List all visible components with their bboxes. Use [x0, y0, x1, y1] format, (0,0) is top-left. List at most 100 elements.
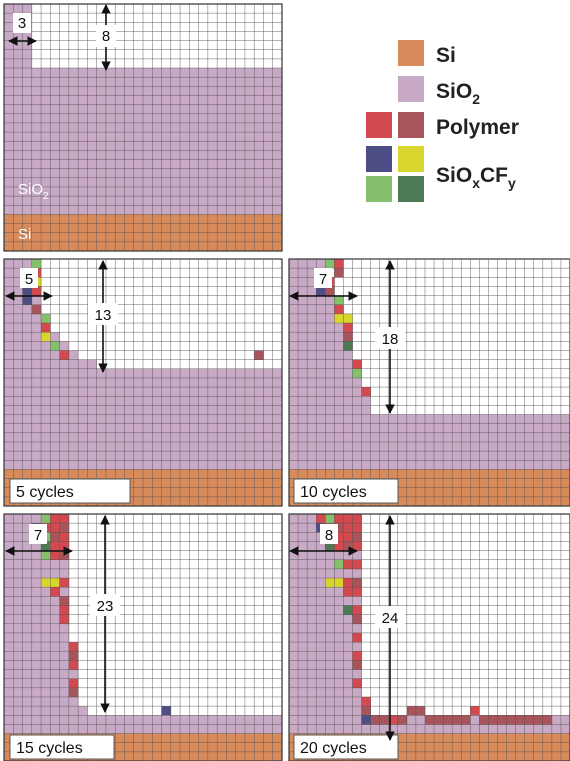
sio2-cell [4, 31, 14, 41]
sio2-cell [31, 122, 42, 133]
si-cell [551, 469, 562, 479]
sio2-cell [41, 460, 51, 470]
sio2-cell [180, 132, 190, 142]
sio2-cell [461, 423, 471, 434]
sio2-cell [133, 168, 144, 179]
sio2-cell [59, 715, 70, 725]
sio2-cell [105, 205, 116, 215]
sio2-cell [13, 706, 23, 716]
sio2-cell [152, 68, 162, 78]
deposit-cell [343, 514, 353, 524]
sio2-cell [4, 559, 14, 570]
sio2-cell [551, 460, 562, 470]
sio2-cell [4, 669, 14, 679]
sio2-cell [235, 168, 246, 179]
deposit-cell [41, 332, 51, 342]
sio2-cell [244, 432, 255, 443]
sio2-cell [124, 122, 135, 133]
sio2-cell [235, 104, 246, 115]
si-cell [272, 214, 283, 224]
sio2-cell [479, 414, 489, 424]
si-cell [397, 733, 408, 744]
sio2-cell [105, 387, 116, 397]
sio2-cell [50, 377, 60, 388]
sio2-cell [31, 414, 42, 424]
sio2-cell [207, 396, 218, 406]
si-cell [133, 496, 144, 507]
sio2-cell [13, 95, 23, 105]
sio2-cell [50, 678, 60, 689]
sio2-cell [226, 432, 236, 443]
sio2-cell [226, 423, 236, 434]
sio2-cell [235, 196, 246, 206]
sio2-cell [379, 423, 390, 434]
sio2-cell [542, 414, 553, 424]
sio2-cell [289, 541, 299, 551]
sio2-cell [298, 451, 308, 461]
si-cell [235, 487, 246, 498]
sio2-cell [244, 205, 255, 215]
sio2-cell [59, 423, 70, 434]
si-cell [515, 469, 525, 479]
sio2-cell [115, 368, 125, 379]
sio2-cell [352, 414, 362, 424]
si-cell [4, 751, 14, 761]
sio2-cell [170, 377, 181, 388]
sio2-cell [334, 432, 344, 443]
sio2-cell [226, 387, 236, 397]
sio2-cell [289, 368, 299, 379]
sio2-cell [105, 186, 116, 197]
sio2-cell [59, 687, 70, 698]
sio2-cell [488, 724, 498, 734]
sio2-cell [124, 77, 135, 87]
sio2-cell [524, 423, 535, 434]
sio2-cell [59, 669, 70, 679]
sio2-cell [272, 205, 283, 215]
sio2-cell [68, 159, 79, 169]
si-cell [68, 214, 79, 224]
sio2-cell [68, 451, 79, 461]
sio2-cell [289, 568, 299, 579]
si-cell [189, 742, 199, 753]
sio2-cell [78, 104, 88, 115]
si-cell [180, 742, 190, 753]
sio2-cell [325, 432, 335, 443]
sio2-cell [50, 396, 60, 406]
si-cell [133, 487, 144, 498]
panel-15-cycles [3, 513, 283, 761]
si-cell [397, 496, 408, 507]
deposit-cell [343, 313, 353, 324]
sio2-cell [161, 414, 172, 424]
sio2-cell [325, 414, 335, 424]
sio2-cell [4, 359, 14, 370]
sio2-cell [272, 368, 283, 379]
sio2-cell [170, 724, 181, 734]
sio2-cell [50, 122, 60, 133]
sio2-cell [59, 414, 70, 424]
sio2-cell [87, 77, 97, 87]
sio2-cell [152, 414, 162, 424]
deposit-cell [352, 532, 362, 542]
sio2-cell [235, 113, 246, 124]
sio2-cell [13, 651, 23, 661]
sio2-cell [13, 277, 23, 287]
sio2-cell [115, 122, 125, 133]
sio2-cell [50, 368, 60, 379]
sio2-cell [13, 614, 23, 625]
sio2-cell [41, 359, 51, 370]
sio2-cell [180, 441, 190, 452]
sio2-cell [298, 660, 308, 670]
sio2-cell [4, 441, 14, 452]
si-cell [41, 232, 51, 243]
sio2-cell [325, 605, 335, 615]
sio2-cell [298, 377, 308, 388]
sio2-cell [13, 313, 23, 324]
sio2-cell [254, 715, 264, 725]
deposit-cell [254, 350, 264, 360]
si-cell [235, 496, 246, 507]
sio2-cell [298, 651, 308, 661]
sio2-cell [325, 669, 335, 679]
sio2-cell [298, 642, 308, 652]
sio2-cell [198, 168, 209, 179]
sio2-cell [226, 150, 236, 160]
